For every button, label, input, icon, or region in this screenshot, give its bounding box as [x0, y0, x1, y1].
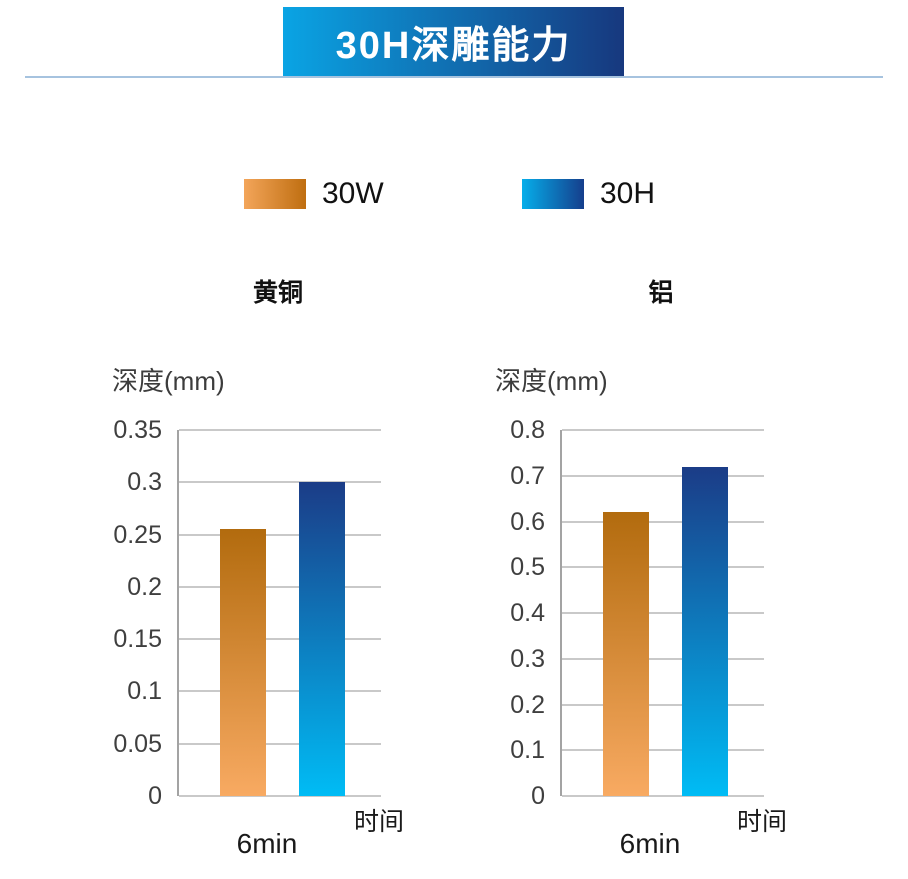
gridline: [562, 474, 764, 477]
header-divider-line: [25, 76, 883, 78]
gridline: [179, 690, 381, 693]
legend-item-30w: 30W: [244, 176, 384, 212]
plot-area: [560, 429, 764, 797]
legend-item-30h: 30H: [522, 176, 655, 212]
gridline: [179, 429, 381, 431]
gridline: [562, 749, 764, 752]
y-tick-label: 0.2: [127, 572, 162, 601]
gridline: [179, 533, 381, 536]
bar-30h: [682, 467, 728, 796]
gridline: [179, 742, 381, 745]
gridline: [562, 429, 764, 431]
legend-label-30h: 30H: [600, 177, 656, 210]
y-tick-label: 0.7: [510, 461, 545, 490]
gridline: [562, 566, 764, 569]
legend-swatch-30h: [522, 179, 584, 209]
x-tick-label: 6min: [619, 828, 681, 859]
chart-aluminum: 铝 深度(mm) 时间 6min 0 0.1 0.2 0.3 0.4 0.5 0.6 0.7 0…: [483, 265, 853, 879]
y-tick-label: 0.8: [510, 416, 545, 444]
y-axis-title: 深度(mm): [495, 366, 608, 396]
y-tick-label: 0.25: [113, 520, 162, 549]
y-tick-label: 0.5: [510, 553, 545, 582]
chart-title-brass: 黄铜: [252, 279, 303, 307]
gridline: [562, 657, 764, 660]
x-axis-title: 时间: [736, 808, 787, 836]
x-tick-label: 6min: [236, 828, 298, 859]
legend-swatch-30w: [244, 179, 306, 209]
y-tick-label: 0.6: [510, 507, 545, 536]
chart-brass: 黄铜 深度(mm) 时间 6min 0 0.05 0.1 0.15 0.2 0.25 0.3…: [100, 265, 470, 879]
gridline: [179, 795, 381, 797]
y-tick-label: 0: [148, 782, 162, 810]
y-tick-label: 0.05: [113, 729, 162, 758]
gridline: [179, 585, 381, 588]
gridline: [562, 520, 764, 523]
y-axis-title: 深度(mm): [112, 366, 225, 396]
y-tick-label: 0.15: [113, 625, 162, 654]
x-axis-title: 时间: [353, 808, 404, 836]
gridline: [562, 795, 764, 797]
gridline: [562, 703, 764, 706]
y-tick-label: 0.1: [510, 736, 545, 765]
title-banner: 30H深雕能力: [283, 7, 624, 76]
y-tick-label: 0.2: [510, 690, 545, 719]
y-tick-label: 0.1: [127, 677, 162, 706]
bar-30w: [220, 529, 266, 796]
y-tick-label: 0.35: [113, 416, 162, 444]
plot-area: [177, 429, 381, 797]
y-tick-label: 0.3: [510, 644, 545, 673]
bar-30h: [299, 482, 345, 796]
gridline: [179, 638, 381, 641]
legend-label-30w: 30W: [322, 177, 384, 210]
bar-30w: [603, 512, 649, 796]
y-tick-label: 0: [531, 782, 545, 810]
gridline: [562, 612, 764, 614]
chart-title-aluminum: 铝: [648, 279, 674, 307]
page-title: 30H深雕能力: [335, 25, 572, 67]
y-tick-label: 0.4: [510, 599, 545, 627]
gridline: [179, 481, 381, 484]
y-tick-label: 0.3: [127, 468, 162, 497]
